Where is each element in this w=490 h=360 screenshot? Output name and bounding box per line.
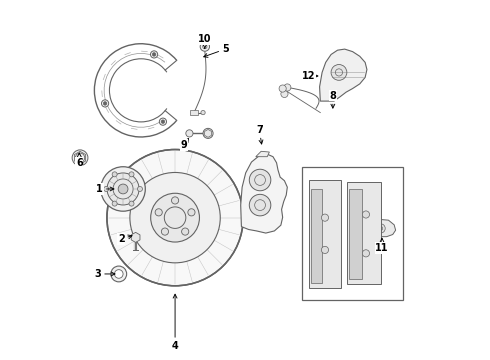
Text: 8: 8 [329, 91, 336, 108]
Circle shape [101, 167, 146, 211]
Circle shape [331, 64, 347, 80]
Circle shape [129, 172, 134, 177]
Circle shape [281, 90, 288, 98]
Circle shape [321, 214, 329, 221]
Circle shape [152, 53, 156, 56]
Circle shape [376, 224, 385, 233]
Circle shape [321, 246, 329, 253]
Circle shape [172, 197, 179, 204]
Circle shape [159, 118, 167, 125]
Circle shape [249, 194, 271, 216]
Polygon shape [347, 182, 381, 284]
Text: 6: 6 [76, 153, 83, 168]
Circle shape [107, 173, 139, 205]
Text: 11: 11 [375, 238, 389, 253]
Circle shape [249, 169, 271, 191]
Circle shape [151, 193, 199, 242]
Text: 5: 5 [204, 44, 229, 57]
Text: 1: 1 [97, 184, 114, 194]
Circle shape [201, 111, 205, 115]
Circle shape [138, 186, 143, 192]
Polygon shape [311, 189, 322, 283]
Circle shape [107, 149, 243, 286]
Circle shape [103, 102, 107, 105]
Circle shape [72, 150, 88, 166]
Circle shape [188, 209, 195, 216]
Circle shape [155, 209, 162, 216]
Circle shape [101, 100, 109, 107]
Circle shape [279, 85, 286, 92]
Text: 2: 2 [118, 234, 132, 244]
Polygon shape [319, 49, 367, 101]
Circle shape [186, 130, 193, 137]
Polygon shape [349, 189, 362, 279]
Bar [302, 167, 403, 300]
Text: 4: 4 [172, 294, 178, 351]
Circle shape [112, 172, 117, 177]
Polygon shape [131, 232, 140, 242]
Text: 10: 10 [198, 35, 212, 48]
Polygon shape [364, 225, 370, 233]
Polygon shape [309, 180, 341, 288]
Circle shape [150, 51, 158, 58]
Circle shape [111, 266, 126, 282]
Circle shape [363, 250, 369, 257]
Circle shape [378, 226, 383, 230]
Polygon shape [370, 220, 395, 237]
Polygon shape [241, 154, 287, 233]
Circle shape [363, 211, 369, 218]
Text: 3: 3 [95, 269, 115, 279]
Polygon shape [256, 151, 270, 157]
Circle shape [284, 84, 291, 91]
Text: 9: 9 [181, 139, 189, 150]
Circle shape [182, 228, 189, 235]
Circle shape [200, 42, 210, 51]
Polygon shape [190, 111, 198, 115]
Circle shape [112, 201, 117, 206]
Text: 12: 12 [302, 71, 318, 81]
Circle shape [130, 172, 220, 263]
Circle shape [129, 201, 134, 206]
Circle shape [161, 228, 169, 235]
Circle shape [115, 270, 123, 278]
Text: 7: 7 [256, 125, 263, 144]
Circle shape [118, 184, 128, 194]
Circle shape [203, 129, 213, 138]
Circle shape [161, 120, 165, 123]
Circle shape [104, 186, 109, 192]
